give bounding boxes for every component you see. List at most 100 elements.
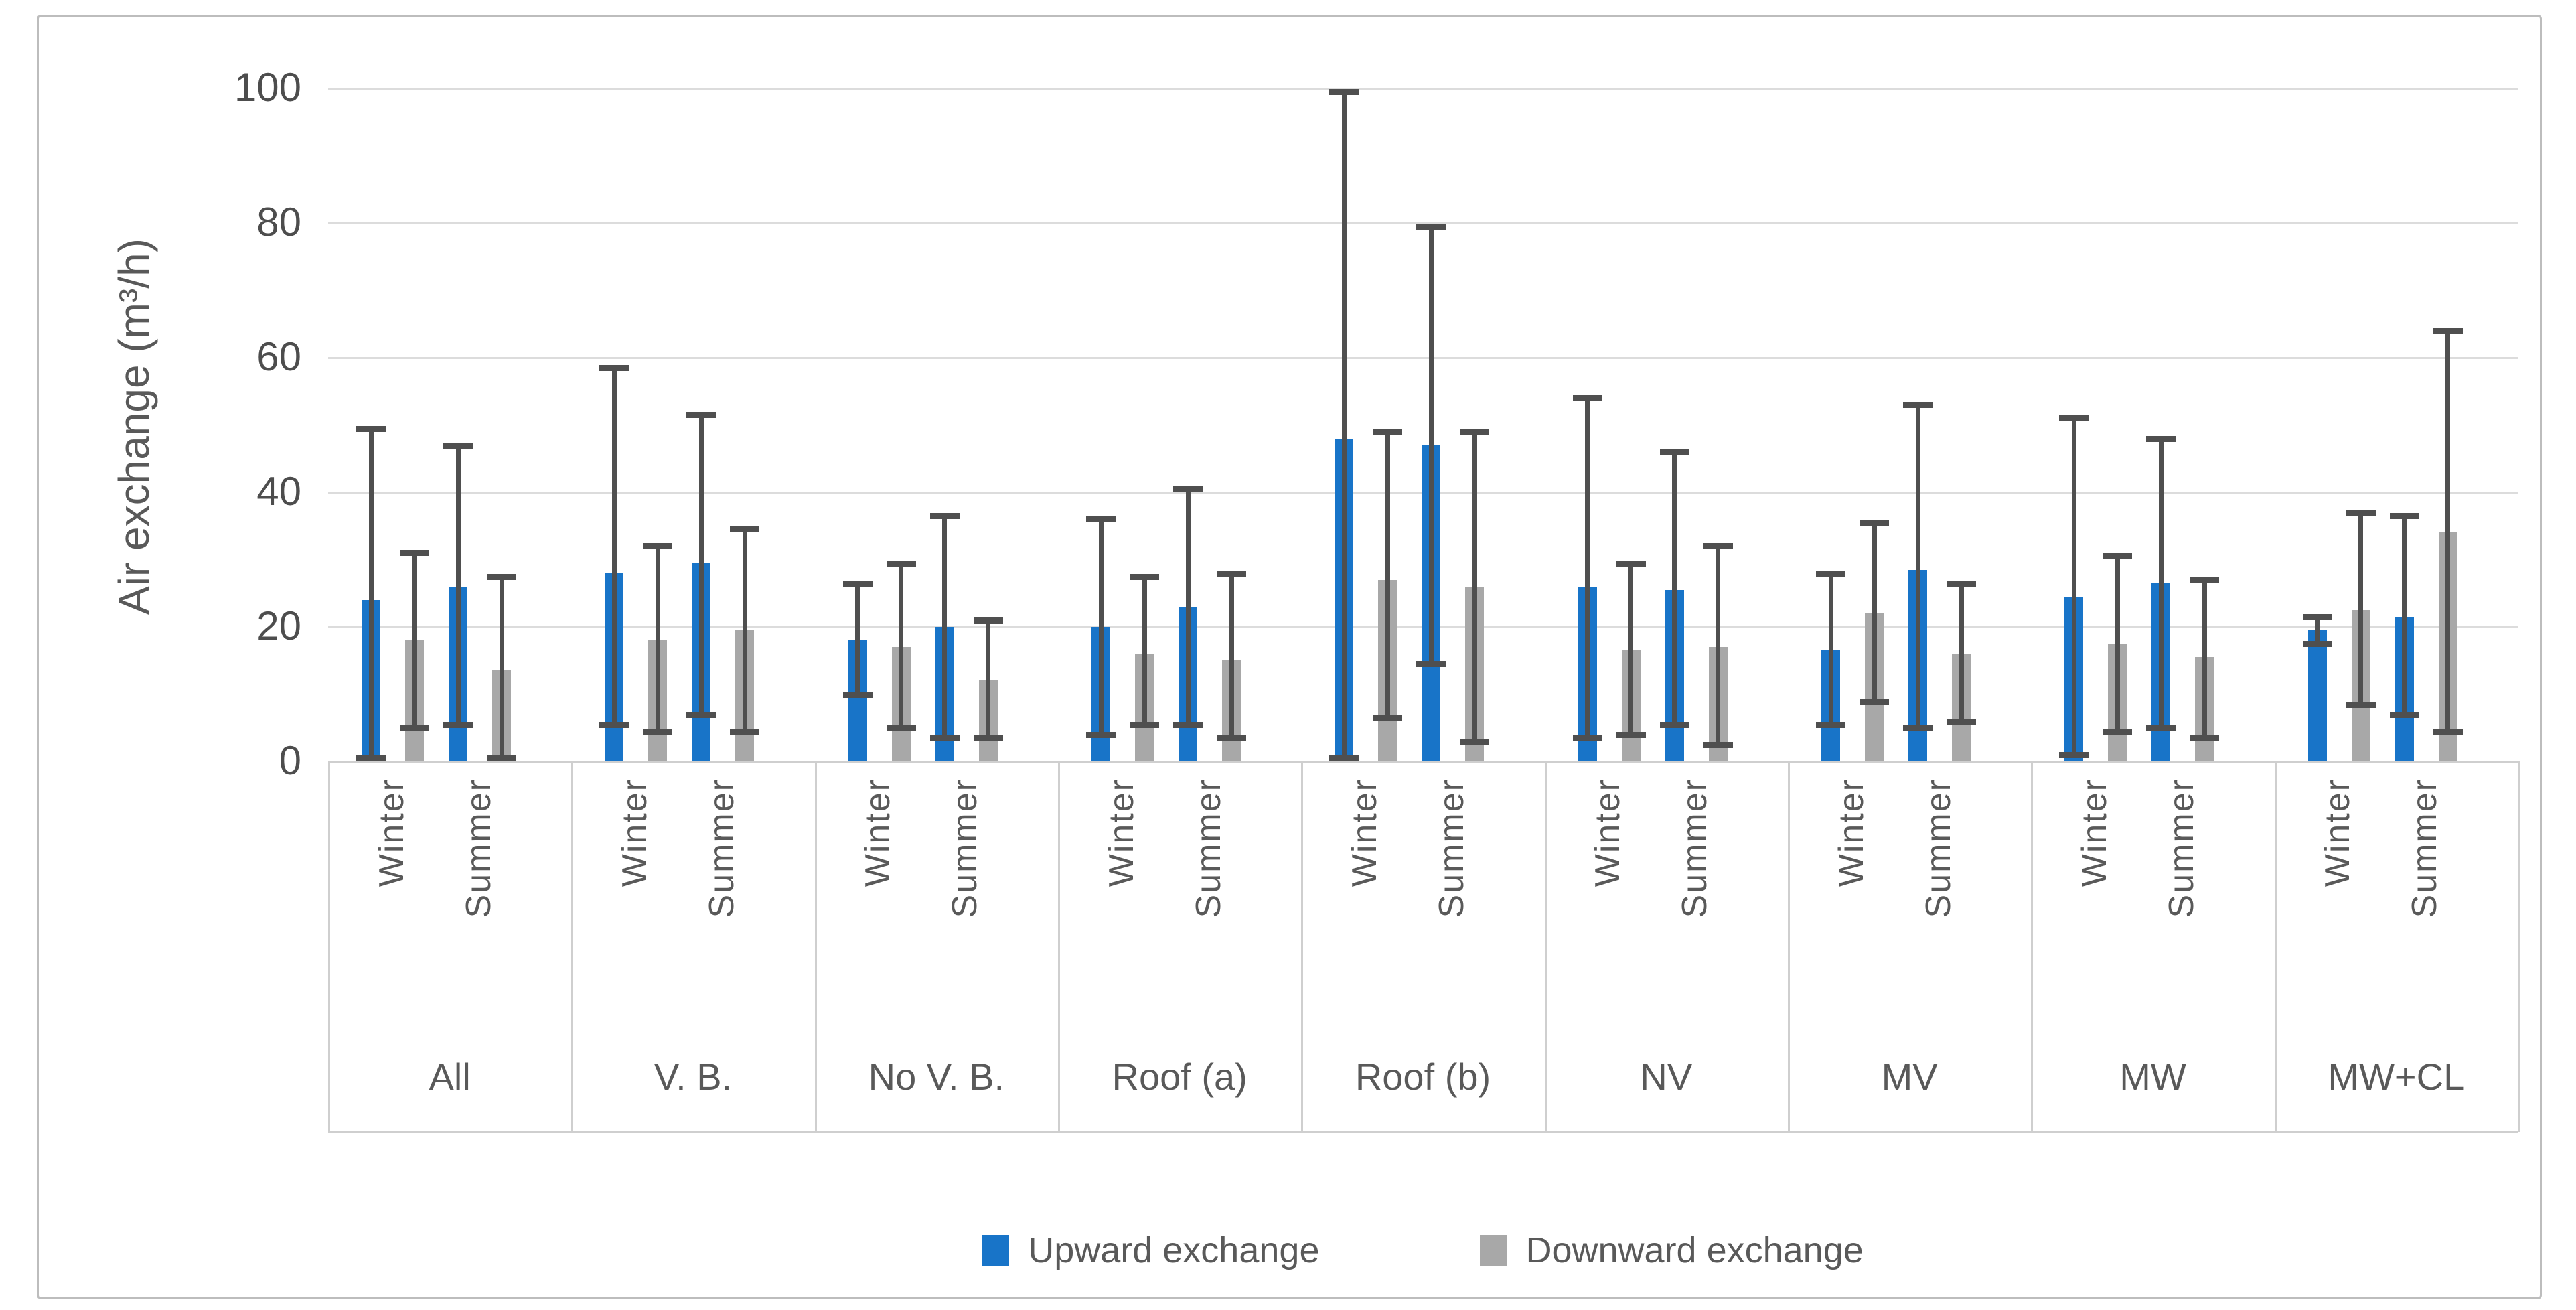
error-bar-line <box>1098 519 1104 735</box>
error-bar-line <box>1672 451 1677 725</box>
error-bar-line <box>2445 330 2451 731</box>
error-bar-cap-top <box>443 442 473 449</box>
error-bar-cap-bottom <box>1659 721 1689 728</box>
error-bar-cap-top <box>1947 580 1976 587</box>
error-bar-cap-bottom <box>1860 698 1889 705</box>
y-tick-label: 60 <box>256 334 301 379</box>
error-bar-cap-top <box>929 513 960 520</box>
error-bar-cap-top <box>2190 577 2220 583</box>
error-bar-line <box>1185 488 1191 725</box>
error-bar-cap-top <box>1373 429 1403 435</box>
season-label: Summer <box>459 778 498 918</box>
legend-item-upward: Upward exchange <box>982 1230 1319 1271</box>
error-bar-line <box>986 620 991 738</box>
error-bar-cap-bottom <box>1086 731 1116 738</box>
error-bar-cap-top <box>1217 570 1246 577</box>
error-bar-cap-top <box>487 573 516 580</box>
category-label: Roof (a) <box>1112 1056 1247 1098</box>
y-tick-label: 100 <box>234 65 301 110</box>
error-bar-cap-bottom <box>2103 728 2133 735</box>
error-bar-cap-top <box>2346 510 2376 516</box>
season-label: Winter <box>1102 778 1141 887</box>
error-bar-cap-top <box>599 365 629 372</box>
error-bar-cap-bottom <box>686 711 716 718</box>
error-bar-cap-bottom <box>2433 728 2463 735</box>
error-bar-cap-top <box>842 580 873 587</box>
error-bar-cap-top <box>973 617 1003 624</box>
season-label: Summer <box>1675 778 1715 918</box>
category-label: MW <box>2119 1056 2186 1098</box>
error-bar-cap-top <box>1173 486 1203 492</box>
group-separator <box>1544 761 1547 1132</box>
gridline-y-100 <box>328 88 2518 90</box>
group-separator <box>328 761 330 1132</box>
error-bar-cap-bottom <box>1460 738 1490 745</box>
season-label: Summer <box>1918 778 1958 918</box>
category-label: No V. B. <box>868 1056 1005 1098</box>
error-bar-line <box>655 546 660 731</box>
error-bar-line <box>2202 579 2207 738</box>
gridline-y-80 <box>328 222 2518 224</box>
y-tick-label: 80 <box>256 200 301 244</box>
season-label: Summer <box>2405 778 2445 918</box>
error-bar-line <box>1142 576 1147 725</box>
error-bar-line <box>1915 405 1920 728</box>
error-bar-cap-bottom <box>2389 711 2419 718</box>
error-bar-line <box>742 529 747 731</box>
error-bar-cap-bottom <box>730 728 760 735</box>
group-separator <box>1301 761 1304 1132</box>
error-bar-line <box>2158 438 2164 728</box>
error-bar-cap-bottom <box>2059 751 2089 758</box>
error-bar-cap-top <box>1816 570 1845 577</box>
error-bar-cap-bottom <box>1329 755 1359 761</box>
season-label: Summer <box>945 778 985 918</box>
error-bar-cap-top <box>1703 543 1733 550</box>
error-bar-line <box>1628 563 1634 735</box>
error-bar-cap-top <box>886 560 916 567</box>
error-bar-cap-top <box>1086 516 1116 523</box>
error-bar-line <box>942 516 948 738</box>
group-separator <box>1058 761 1060 1132</box>
error-bar-cap-bottom <box>356 755 386 761</box>
error-bar-cap-top <box>1460 429 1490 435</box>
error-bar-cap-bottom <box>973 735 1003 741</box>
group-separator <box>2274 761 2277 1132</box>
error-bar-line <box>855 583 860 695</box>
error-bar-cap-bottom <box>643 728 673 735</box>
y-tick-label: 20 <box>256 603 301 648</box>
error-bar-cap-bottom <box>443 721 473 728</box>
error-bar-cap-bottom <box>1816 721 1845 728</box>
group-separator <box>2031 761 2034 1132</box>
legend-swatch-downward-icon <box>1480 1235 1507 1266</box>
group-separator <box>571 761 574 1132</box>
error-bar-cap-top <box>1903 402 1933 409</box>
season-label: Winter <box>2318 778 2358 887</box>
error-bar-cap-top <box>1130 573 1159 580</box>
error-bar-line <box>2071 418 2076 755</box>
error-bar-cap-top <box>2059 415 2089 422</box>
error-bar-cap-bottom <box>1173 721 1203 728</box>
error-bar-cap-bottom <box>886 725 916 731</box>
error-bar-cap-top <box>400 550 429 557</box>
error-bar-line <box>899 563 904 728</box>
error-bar-cap-top <box>2389 513 2419 520</box>
season-label: Summer <box>1432 778 1471 918</box>
error-bar-line <box>1385 431 1390 718</box>
error-bar-cap-bottom <box>1903 725 1933 731</box>
error-bar-cap-bottom <box>842 691 873 698</box>
gridline-y-60 <box>328 357 2518 359</box>
error-bar-line <box>698 415 704 715</box>
error-bar-line <box>412 553 417 728</box>
group-separator <box>2518 761 2520 1132</box>
error-bar-cap-top <box>2433 328 2463 334</box>
legend-item-downward: Downward exchange <box>1480 1230 1864 1271</box>
season-label: Winter <box>1588 778 1628 887</box>
error-bar-cap-bottom <box>599 721 629 728</box>
error-bar-cap-top <box>1329 89 1359 96</box>
category-label: MW+CL <box>2328 1056 2465 1098</box>
error-bar-cap-bottom <box>2146 725 2176 731</box>
error-bar-cap-bottom <box>1572 735 1602 741</box>
error-bar-line <box>1585 398 1590 738</box>
error-bar-cap-top <box>730 526 760 533</box>
